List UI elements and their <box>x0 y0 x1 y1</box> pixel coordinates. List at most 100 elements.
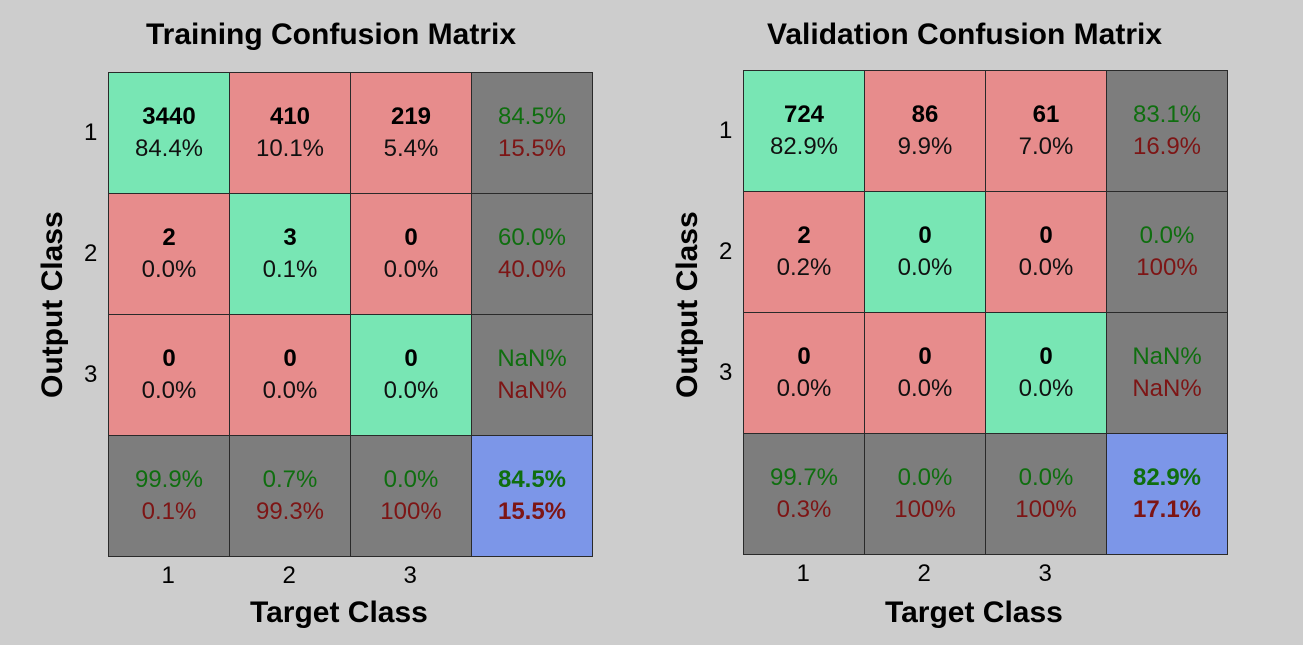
cell-count: 0 <box>404 224 418 251</box>
cell-percent: 5.4% <box>383 135 439 162</box>
correct-rate: 0.0% <box>383 466 439 493</box>
column-summary-cell: 0.7% 99.3% <box>229 435 351 557</box>
x-axis-label: Target Class <box>885 596 1063 629</box>
y-tick-label: 2 <box>719 237 733 265</box>
overall-error-rate: 15.5% <box>497 498 567 525</box>
matrix-cell: 86 9.9% <box>864 70 986 192</box>
cell-count: 2 <box>162 224 176 251</box>
row-summary-cell: NaN% NaN% <box>1106 312 1228 434</box>
correct-rate: 99.9% <box>134 466 204 493</box>
error-rate: NaN% <box>1132 375 1202 402</box>
cell-count: 61 <box>1032 101 1060 128</box>
cell-percent: 0.2% <box>776 254 832 281</box>
matrix-cell: 2 0.2% <box>743 191 865 313</box>
overall-accuracy-cell: 84.5% 15.5% <box>471 435 593 557</box>
cell-percent: 0.0% <box>1018 375 1074 402</box>
cell-count: 3440 <box>142 103 196 130</box>
cell-count: 219 <box>390 103 432 130</box>
column-summary-cell: 0.0% 100% <box>985 433 1107 555</box>
error-rate: 40.0% <box>497 256 567 283</box>
matrix-cell: 0 0.0% <box>985 191 1107 313</box>
matrix-cell: 724 82.9% <box>743 70 865 192</box>
correct-rate: NaN% <box>1132 343 1202 370</box>
overall-accuracy-cell: 82.9% 17.1% <box>1106 433 1228 555</box>
error-rate: 100% <box>1015 496 1077 523</box>
matrix-cell: 2 0.0% <box>108 193 230 315</box>
matrix-cell: 3 0.1% <box>229 193 351 315</box>
overall-correct-rate: 84.5% <box>497 466 567 493</box>
cell-count: 0 <box>918 222 932 249</box>
cell-percent: 9.9% <box>897 133 953 160</box>
cell-percent: 0.0% <box>897 254 953 281</box>
correct-rate: 99.7% <box>769 464 839 491</box>
matrix-cell: 0 0.0% <box>864 191 986 313</box>
row-summary-cell: NaN% NaN% <box>471 314 593 436</box>
overall-error-rate: 17.1% <box>1132 496 1202 523</box>
chart-title: Training Confusion Matrix <box>146 18 517 51</box>
x-tick-label: 1 <box>161 562 175 589</box>
error-rate: 16.9% <box>1132 133 1202 160</box>
cell-percent: 0.0% <box>141 377 197 404</box>
cell-count: 410 <box>269 103 311 130</box>
cell-percent: 0.0% <box>141 256 197 283</box>
y-tick-label: 3 <box>719 358 733 386</box>
matrix-cell: 0 0.0% <box>229 314 351 436</box>
correct-rate: 0.0% <box>1018 464 1074 491</box>
row-summary-cell: 83.1% 16.9% <box>1106 70 1228 192</box>
cell-percent: 0.0% <box>897 375 953 402</box>
matrix-cell: 0 0.0% <box>350 193 472 315</box>
cell-percent: 10.1% <box>255 135 325 162</box>
validation-confusion-matrix: Validation Confusion Matrix Output Class… <box>635 0 1275 645</box>
cell-count: 0 <box>404 345 418 372</box>
row-summary-cell: 60.0% 40.0% <box>471 193 593 315</box>
y-tick-label: 2 <box>84 239 98 267</box>
error-rate: 0.1% <box>141 498 197 525</box>
cell-percent: 0.1% <box>262 256 318 283</box>
matrix-cell: 61 7.0% <box>985 70 1107 192</box>
matrix-cell: 0 0.0% <box>864 312 986 434</box>
matrix-cell: 0 0.0% <box>108 314 230 436</box>
correct-rate: NaN% <box>497 345 567 372</box>
correct-rate: 0.0% <box>897 464 953 491</box>
correct-rate: 83.1% <box>1132 101 1202 128</box>
column-summary-cell: 0.0% 100% <box>350 435 472 557</box>
y-axis-label: Output Class <box>36 211 69 398</box>
y-axis-label: Output Class <box>671 211 704 398</box>
training-confusion-matrix: Training Confusion Matrix Output Class T… <box>0 0 640 645</box>
x-tick-label: 1 <box>796 560 810 587</box>
error-rate: 100% <box>380 498 442 525</box>
x-tick-label: 2 <box>282 562 296 589</box>
row-summary-cell: 0.0% 100% <box>1106 191 1228 313</box>
x-tick-label: 3 <box>1038 560 1052 587</box>
chart-title: Validation Confusion Matrix <box>767 18 1163 51</box>
y-tick-label: 3 <box>84 360 98 388</box>
cell-count: 0 <box>1039 343 1053 370</box>
cell-count: 0 <box>1039 222 1053 249</box>
cell-percent: 0.0% <box>1018 254 1074 281</box>
correct-rate: 0.0% <box>1139 222 1195 249</box>
cell-percent: 0.0% <box>262 377 318 404</box>
matrix-cell: 0 0.0% <box>985 312 1107 434</box>
cell-percent: 0.0% <box>776 375 832 402</box>
cell-count: 0 <box>283 345 297 372</box>
column-summary-cell: 99.9% 0.1% <box>108 435 230 557</box>
correct-rate: 60.0% <box>497 224 567 251</box>
cell-percent: 84.4% <box>134 135 204 162</box>
y-tick-label: 1 <box>84 118 98 146</box>
cell-percent: 7.0% <box>1018 133 1074 160</box>
matrix-cell: 219 5.4% <box>350 72 472 194</box>
error-rate: 99.3% <box>255 498 325 525</box>
error-rate: 100% <box>894 496 956 523</box>
matrix-cell: 0 0.0% <box>350 314 472 436</box>
cell-count: 0 <box>162 345 176 372</box>
matrix-cell: 0 0.0% <box>743 312 865 434</box>
error-rate: NaN% <box>497 377 567 404</box>
y-tick-label: 1 <box>719 116 733 144</box>
cell-count: 0 <box>918 343 932 370</box>
error-rate: 0.3% <box>776 496 832 523</box>
cell-count: 2 <box>797 222 811 249</box>
cell-percent: 0.0% <box>383 377 439 404</box>
overall-correct-rate: 82.9% <box>1132 464 1202 491</box>
correct-rate: 84.5% <box>497 103 567 130</box>
cell-percent: 82.9% <box>769 133 839 160</box>
